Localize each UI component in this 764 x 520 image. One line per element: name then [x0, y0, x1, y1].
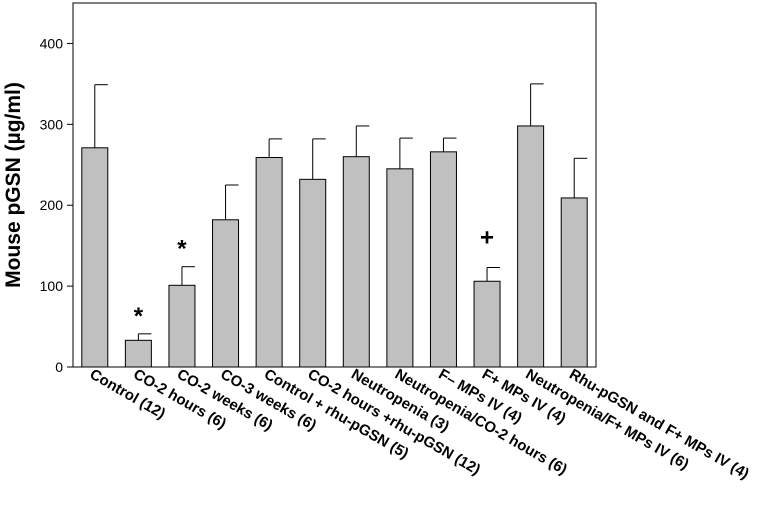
annotations: * * + — [134, 225, 494, 330]
y-tick-label: 200 — [40, 197, 64, 213]
y-axis: 0 100 200 300 400 — [40, 35, 73, 375]
y-tick-label: 300 — [40, 116, 64, 132]
bar — [342, 156, 370, 368]
plot-border — [72, 2, 597, 368]
bar — [124, 339, 152, 368]
significance-marker: * — [134, 303, 144, 330]
significance-marker: + — [480, 225, 494, 252]
y-tick-label: 0 — [55, 359, 63, 375]
y-tick-label: 400 — [40, 35, 64, 51]
error-bars — [94, 83, 588, 341]
y-tick-label: 100 — [40, 278, 64, 294]
bars — [81, 125, 588, 368]
bar — [429, 151, 457, 368]
y-axis-label: Mouse pGSN (µg/ml) — [2, 82, 25, 288]
bar — [473, 280, 501, 368]
significance-marker: * — [177, 236, 187, 263]
bar — [255, 156, 283, 368]
bar — [560, 197, 588, 368]
x-axis-labels: Control (12)CO-2 hours (6)CO-2 weeks (6)… — [87, 366, 752, 483]
plot-frame — [72, 2, 597, 368]
bar — [81, 147, 109, 368]
bar — [386, 168, 414, 368]
x-tick-label: Rhu-pGSN and F+ MPs IV (4) — [566, 366, 752, 483]
bar — [517, 125, 545, 368]
bar — [299, 178, 327, 368]
bar — [168, 284, 196, 368]
bar — [212, 219, 240, 368]
